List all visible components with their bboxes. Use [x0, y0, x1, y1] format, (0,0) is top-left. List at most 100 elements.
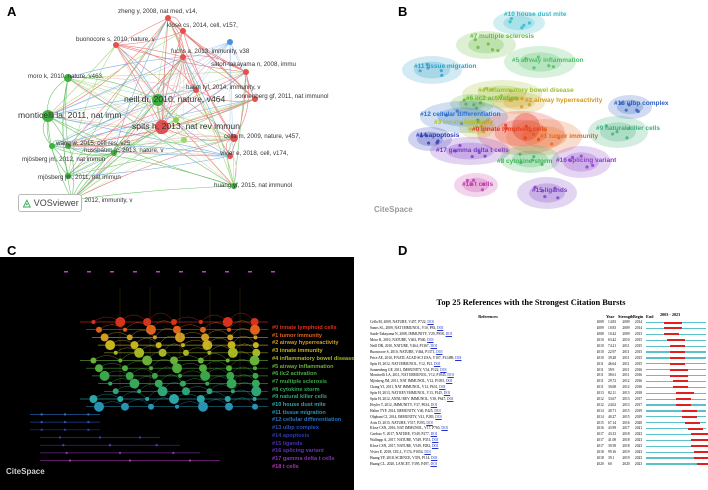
doi-link[interactable]: DOI: [427, 320, 434, 325]
timeline-arc: [228, 397, 256, 407]
network-node-label: wang w, 2015, cell res, v25: [55, 140, 131, 147]
network-node: [180, 28, 186, 34]
cluster-node: [435, 141, 439, 145]
year-tick: [156, 271, 160, 273]
doi-link[interactable]: DOI: [430, 402, 438, 407]
begin-cell: 2019: [622, 455, 630, 460]
doi-link[interactable]: DOI: [424, 450, 431, 455]
burst-table-row: Oliphant CJ, 2014, IMMUNITY, V41, P283, …: [370, 414, 707, 420]
reference-text: Satoh-Takayama N, 2008, IMMUNITY, V29, P…: [370, 332, 446, 337]
doi-link[interactable]: DOI: [439, 385, 446, 390]
timeline-legend-item: #17 gamma delta t cells: [272, 455, 335, 462]
doi-link[interactable]: DOI: [455, 355, 462, 360]
doi-link[interactable]: DOI: [426, 420, 433, 425]
begin-cell: 2011: [622, 361, 630, 366]
network-edge: [182, 41, 231, 58]
doi-link[interactable]: DOI: [431, 444, 439, 449]
network-edge: [47, 17, 169, 117]
cluster-node: [626, 126, 630, 131]
doi-link[interactable]: DOI: [436, 326, 444, 331]
cluster-node: [527, 103, 531, 107]
timeline-node: [96, 326, 102, 333]
timeline-legend-item: #5 airway inflammation: [272, 363, 334, 370]
doi-link[interactable]: DOI: [445, 379, 453, 384]
doi-link[interactable]: DOI: [430, 461, 437, 466]
panel-b-cluster-map: B #10 house dust mite #7 multiple scleros…: [354, 0, 708, 238]
strength-cell: 14.83: [608, 320, 617, 325]
doi-link[interactable]: DOI: [443, 391, 451, 396]
network-node: [49, 143, 55, 149]
doi-link[interactable]: DOI: [434, 408, 441, 413]
cluster-node: [585, 165, 589, 169]
cluster-blob: [456, 31, 516, 59]
doi-link[interactable]: DOI: [436, 349, 443, 354]
header-strength: Strength: [618, 313, 633, 319]
cluster-node: [536, 137, 541, 142]
reference-cell: Cardoso V, 2017, NATURE, V549, P277, DOI: [370, 432, 597, 437]
doi-link[interactable]: DOI: [433, 361, 441, 366]
year-cell: 2017: [596, 444, 604, 449]
doi-link[interactable]: DOI: [440, 367, 447, 372]
cluster-3: #11 tissue migration: [402, 56, 477, 84]
year-cell: 2015: [596, 420, 604, 425]
timeline-node: [87, 413, 90, 416]
doi-link[interactable]: DOI: [441, 426, 448, 431]
timeline-node: [250, 324, 260, 335]
burst-table-row: Price AE, 2010, P NATL ACAD SCI USA, V10…: [370, 355, 707, 361]
cluster-node: [527, 21, 531, 25]
burst-segment: [676, 392, 695, 395]
doi-link[interactable]: DOI: [447, 397, 454, 402]
network-edge: [51, 130, 161, 147]
cluster-label: #5 airway inflammation: [512, 57, 584, 64]
cluster-node: [543, 194, 547, 199]
reference-cell: Sanos SL, 2009, NAT IMMUNOL, V10, P83, D…: [370, 326, 597, 331]
burst-table-row: Spits H, 2012, ANNU REV IMMUNOL, V30, P6…: [370, 397, 707, 403]
begin-cell: 2013: [622, 397, 630, 402]
reference-text: Spits H, 2012, ANNU REV IMMUNOL, V30, P6…: [370, 397, 448, 402]
begin-cell: 2018: [622, 438, 630, 443]
doi-link[interactable]: DOI: [445, 332, 452, 337]
doi-link[interactable]: DOI: [430, 432, 437, 437]
cluster-blob-core: [494, 119, 548, 147]
reference-cell: Oliphant CJ, 2014, IMMUNITY, V41, P283, …: [370, 415, 597, 420]
burst-table-row: Satoh-Takayama N, 2008, IMMUNITY, V29, P…: [370, 332, 707, 338]
cluster-node: [604, 124, 608, 128]
cluster-node: [479, 124, 483, 128]
cluster-16: #16 splicing variant: [551, 146, 617, 178]
burst-table-row: Vivier E, 2018, CELL, V174, P1054, DOI 20…: [370, 450, 708, 456]
begin-cell: 2016: [622, 420, 630, 425]
network-edge: [113, 135, 235, 154]
reference-text: Halim TYF, 2014, IMMUNITY, V40, P425,: [370, 408, 435, 413]
vosviewer-logo-icon: ◬: [23, 197, 31, 209]
reference-cell: Spits H, 2012, NAT IMMUNOL, V12, P21, DO…: [370, 362, 597, 367]
network-edge: [47, 56, 184, 117]
cluster-node: [462, 98, 466, 102]
begin-cell: 2011: [622, 373, 630, 378]
reference-cell: Monticelli LA, 2011, NAT IMMUNOL, V12, P…: [370, 373, 597, 378]
network-edge: [157, 99, 231, 157]
network-node: [155, 120, 169, 134]
doi-link[interactable]: DOI: [435, 414, 442, 419]
strength-cell: 82.11: [608, 391, 616, 396]
strength-cell: 30.68: [608, 385, 617, 390]
cluster-blob-core: [446, 142, 494, 160]
doi-link[interactable]: DOI: [447, 373, 454, 378]
year-cell: 2010: [596, 355, 604, 360]
burst-table-row: Huang CL, 2020, LANCET, V395, P497, DOI 2…: [370, 461, 708, 467]
burst-segment: [682, 415, 698, 418]
doi-link[interactable]: DOI: [430, 455, 438, 460]
reference-text: Chang YJ, 2011, NAT IMMUNOL, V12, P631,: [370, 385, 440, 390]
strength-cell: 74.21: [608, 344, 617, 348]
cluster-node: [425, 62, 429, 67]
doi-link[interactable]: DOI: [432, 438, 439, 443]
network-node: [111, 150, 117, 156]
timeline-arc: [146, 312, 175, 323]
burst-table-row: Sonnenberg GF, 2011, IMMUNITY, V34, P122…: [370, 367, 707, 373]
timeline-node: [87, 420, 90, 424]
reference-text: Hoyler T, 2012, IMMUNITY, V37, P634,: [370, 402, 431, 407]
doi-link[interactable]: DOI: [427, 338, 434, 343]
year-cell: 2011: [596, 367, 604, 372]
year-cell: 2018: [596, 450, 604, 455]
cluster-node: [532, 66, 536, 70]
doi-link[interactable]: DOI: [430, 344, 437, 348]
